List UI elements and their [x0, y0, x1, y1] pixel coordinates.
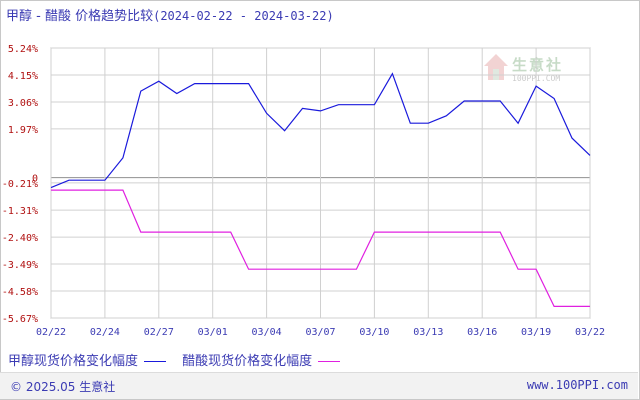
- x-tick-label: 02/22: [36, 327, 66, 338]
- axis-layer: 5.24% 4.15% 3.06% 1.97% 0-0.21% -1.31% -2.40% -…: [2, 44, 605, 338]
- grid-layer: [50, 47, 591, 319]
- y-tick-label: 4.15%: [8, 71, 38, 82]
- chart-legend: 甲醇现货价格变化幅度 醋酸现货价格变化幅度: [8, 350, 352, 369]
- y-tick-label: -2.40%: [2, 233, 38, 244]
- legend-label-acetic: 醋酸现货价格变化幅度: [182, 354, 313, 369]
- series-line-acetic: [51, 189, 590, 307]
- y-tick-label: -3.49%: [2, 260, 38, 271]
- chart-title-text: 甲醇 - 醋酸 价格趋势比较: [6, 9, 154, 24]
- legend-label-methanol: 甲醇现货价格变化幅度: [8, 354, 139, 369]
- series-layer: [50, 72, 591, 307]
- legend-swatch-methanol: [144, 361, 167, 362]
- y-tick-label: -1.31%: [2, 206, 38, 217]
- footer-copyright: © 2025.05 生意社: [10, 380, 116, 394]
- y-tick-label: 0: [32, 174, 38, 185]
- y-tick-label: -5.67%: [2, 314, 38, 325]
- x-tick-label: 03/04: [252, 327, 282, 338]
- x-tick-label: 03/19: [521, 327, 551, 338]
- legend-item-methanol: 甲醇现货价格变化幅度: [8, 350, 167, 369]
- chart-title: 甲醇 - 醋酸 价格趋势比较(2024-02-22 - 2024-03-22): [6, 5, 334, 24]
- x-tick-label: 03/16: [467, 327, 497, 338]
- x-tick-label: 03/01: [198, 327, 228, 338]
- chart-date-range: (2024-02-22 - 2024-03-22): [153, 9, 334, 23]
- x-tick-label: 02/24: [90, 327, 120, 338]
- legend-item-acetic: 醋酸现货价格变化幅度: [182, 350, 341, 369]
- x-tick-label: 03/22: [575, 327, 605, 338]
- y-tick-label: 1.97%: [8, 125, 38, 136]
- y-tick-label: -4.58%: [2, 287, 38, 298]
- series-line-methanol: [50, 72, 591, 189]
- x-tick-label: 03/13: [413, 327, 443, 338]
- y-tick-label: 5.24%: [8, 44, 38, 55]
- footer-site-link[interactable]: www.100PPI.com: [526, 378, 628, 392]
- legend-swatch-acetic: [318, 361, 341, 362]
- x-tick-label: 02/27: [144, 327, 174, 338]
- y-tick-label: -0.21%: [2, 179, 38, 190]
- x-tick-label: 03/10: [359, 327, 389, 338]
- y-tick-label: 3.06%: [8, 98, 38, 109]
- x-tick-label: 03/07: [305, 327, 335, 338]
- footer-bar: © 2025.05 生意社 www.100PPI.com: [0, 372, 638, 399]
